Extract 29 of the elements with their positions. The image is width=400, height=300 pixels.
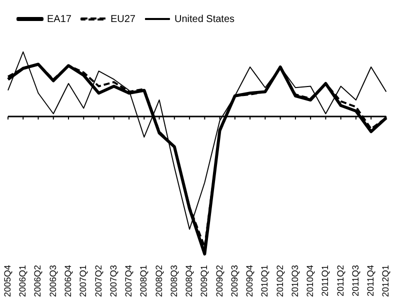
x-tick-label: 2007Q4 [124, 264, 134, 298]
x-tick-label: 2007Q1 [78, 264, 88, 298]
x-tick-label: 2009Q4 [244, 264, 255, 298]
x-tick-label: 2009Q2 [214, 264, 224, 298]
x-tick-label: 2006Q1 [18, 264, 28, 298]
x-tick-label: 2010Q2 [274, 264, 285, 298]
x-tick-label: 2008Q2 [154, 264, 164, 298]
legend-label: United States [174, 14, 235, 25]
x-tick-label: 2011Q2 [335, 264, 346, 296]
x-tick-label: 2010Q3 [290, 264, 300, 298]
x-tick-label: 2011Q4 [366, 264, 376, 296]
x-tick-label: 2008Q3 [168, 264, 179, 298]
x-tick-label: 2010Q4 [305, 264, 316, 298]
x-tick-label: 2005Q4 [2, 264, 12, 298]
legend-label: EU27 [110, 14, 136, 25]
x-tick-label: 2008Q1 [138, 264, 149, 298]
x-tick-label: 2007Q3 [108, 264, 118, 298]
x-tick-label: 2011Q3 [350, 264, 360, 296]
legend-label: EA17 [47, 14, 72, 25]
x-tick-label: 2006Q3 [48, 264, 58, 298]
x-tick-label: 2009Q3 [229, 264, 240, 298]
x-tick-label: 2007Q2 [93, 264, 104, 298]
x-tick-label: 2011Q1 [320, 264, 330, 296]
x-tick-label: 2008Q4 [184, 264, 194, 298]
x-tick-label: 2009Q1 [199, 264, 210, 298]
x-tick-label: 2010Q1 [260, 264, 270, 298]
x-tick-label: 2006Q2 [32, 264, 43, 298]
x-tick-label: 2006Q4 [62, 264, 73, 298]
x-tick-label: 2012Q1 [380, 264, 391, 298]
